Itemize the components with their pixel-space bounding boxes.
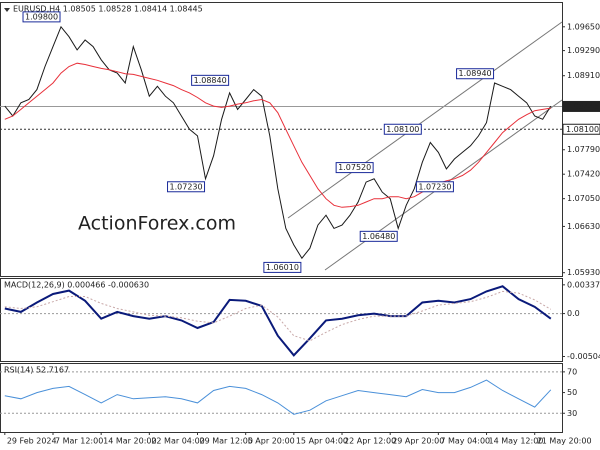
- pivot-label: 1.07230: [170, 182, 203, 191]
- y-tick-label: 30: [567, 409, 577, 418]
- y-tick-label: 1.06630: [567, 222, 600, 231]
- series-line: [4, 285, 552, 357]
- y-tick-label: 1.07420: [567, 170, 600, 179]
- series-line: [4, 379, 552, 415]
- symbol-icon: [4, 8, 10, 12]
- pivot-label: 1.08840: [194, 76, 227, 85]
- pivot-label: 1.06480: [362, 232, 395, 241]
- x-tick-label: 14 May 12:00: [489, 437, 544, 446]
- pivot-box: [359, 230, 398, 242]
- pivot-label: 1.06010: [266, 263, 299, 272]
- x-tick-label: 7 May 04:00: [440, 437, 490, 446]
- pivot-box: [456, 68, 495, 80]
- pivot-box: [415, 181, 454, 193]
- pivot-box: [383, 123, 422, 135]
- y-tick-label: 0.003375: [567, 280, 600, 289]
- price-label: 1.08445: [566, 102, 599, 111]
- pivot-label: 1.08100: [386, 125, 419, 134]
- y-tick-label: 1.07790: [567, 145, 600, 154]
- y-tick-label: 1.09290: [567, 46, 600, 55]
- y-tick-label: 1.08910: [567, 71, 600, 80]
- pivot-box: [335, 162, 374, 174]
- x-tick-label: 7 Mar 12:00: [55, 437, 103, 446]
- y-tick-label: 70: [567, 367, 577, 376]
- y-tick-label: 50: [567, 388, 577, 397]
- price-panel: [0, 2, 563, 277]
- x-tick-label: 29 Feb 2024: [7, 437, 57, 446]
- pivot-box: [22, 11, 61, 23]
- channel-upper: [287, 21, 563, 219]
- macd-panel: [0, 278, 563, 362]
- pivot-box: [191, 74, 230, 86]
- rsi-panel: [0, 363, 563, 433]
- x-tick-label: 21 May 20:00: [537, 437, 592, 446]
- y-tick-label: 1.09650: [567, 22, 600, 31]
- price-label-box: [562, 123, 600, 135]
- series-line: [4, 25, 552, 260]
- x-tick-label: 15 Apr 04:00: [296, 437, 348, 446]
- panel-title: EURUSD,H4 1.08505 1.08528 1.08414 1.0844…: [13, 5, 203, 14]
- pivot-label: 1.09800: [25, 12, 58, 21]
- y-tick-label: 1.05930: [567, 268, 600, 277]
- panel-borders: [0, 2, 563, 433]
- pivot-label: 1.07230: [418, 182, 451, 191]
- series-line: [4, 290, 552, 342]
- x-tick-label: 22 Mar 04:00: [151, 437, 204, 446]
- x-tick-label: 29 Apr 20:00: [392, 437, 444, 446]
- pivot-box: [167, 181, 206, 193]
- series-line: [4, 62, 551, 208]
- panel-title: RSI(14) 52.7167: [4, 366, 69, 375]
- pivot-label: 1.07520: [338, 163, 371, 172]
- x-tick-label: 14 Mar 20:00: [103, 437, 156, 446]
- panel-title: MACD(12,26,9) 0.000466 -0.000630: [4, 281, 149, 290]
- y-tick-label: 0.0: [567, 309, 580, 318]
- x-tick-label: 29 Mar 12:00: [200, 437, 253, 446]
- pivot-label: 1.08940: [459, 69, 492, 78]
- x-tick-label: 22 Apr 12:00: [344, 437, 396, 446]
- y-tick-label: 1.07050: [567, 194, 600, 203]
- price-label: 1.08100: [566, 125, 599, 134]
- x-tick-label: 5 Apr 20:00: [248, 437, 295, 446]
- pivot-box: [263, 261, 302, 273]
- y-tick-label: -0.00504: [567, 352, 600, 361]
- price-label-box: [562, 100, 600, 112]
- watermark: ActionForex.com: [78, 213, 236, 235]
